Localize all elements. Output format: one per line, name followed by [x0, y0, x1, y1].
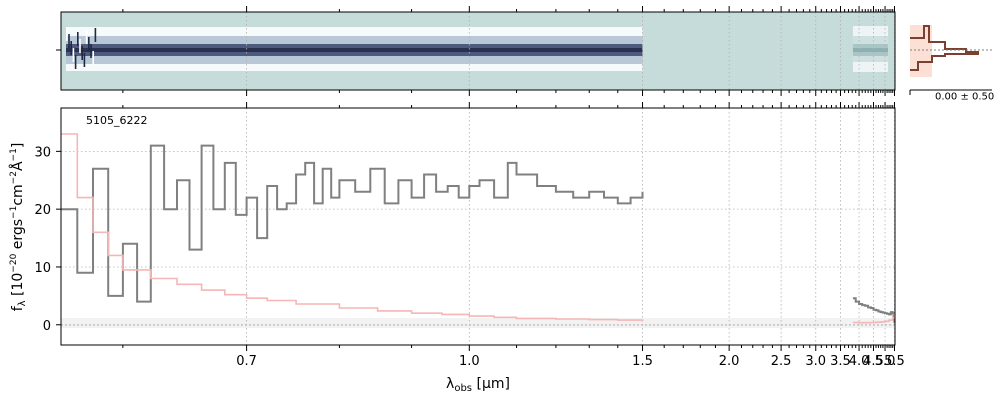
- y-tick-label: 20: [34, 203, 51, 218]
- x-tick-label: 5.5: [884, 354, 905, 369]
- main-frame: [60, 107, 896, 346]
- spectrum-2d-segment-blue: [66, 27, 643, 71]
- trace-center: [852, 48, 888, 52]
- y-tick-label: 30: [34, 145, 51, 160]
- noise-column: [94, 28, 97, 42]
- x-tick-label: 1.5: [632, 354, 653, 369]
- x-tick-label: 0.7: [236, 354, 257, 369]
- spectrum-2d-grid: [246, 12, 895, 90]
- spectrum-2d-panel: [56, 11, 896, 91]
- noise-column: [72, 48, 75, 62]
- noise-column: [79, 39, 81, 53]
- x-tick-label: 2.5: [771, 354, 792, 369]
- x-ticks: 0.7 1.0 1.5 2.0 2.5 3.0 3.54.04.55.05.5: [122, 6, 905, 369]
- flux-series: [852, 297, 896, 323]
- noise-column: [90, 44, 92, 58]
- noise-column: [68, 34, 70, 48]
- profile-panel: 0.00 ± 0.50: [909, 25, 994, 102]
- main-grid: [61, 108, 895, 345]
- trace-center: [66, 48, 643, 52]
- spectrum-2d-segment-teal: [852, 26, 888, 72]
- y-tick-label: 10: [34, 261, 51, 276]
- y-axis-label: fλ [10−20 ergs−1cm−2Å−1]: [9, 143, 28, 312]
- spectrum-2d-frame: [60, 11, 896, 91]
- noise-column: [92, 51, 94, 65]
- profile-curve: [910, 25, 979, 71]
- noise-column: [74, 55, 77, 69]
- noise-column: [66, 27, 68, 41]
- zero-band: [61, 318, 895, 328]
- profile-xtick-label: 0.00 ± 0.50: [935, 91, 994, 102]
- error-series: [61, 133, 644, 321]
- y-tick-label: 0: [43, 319, 51, 334]
- noise-column: [81, 46, 83, 60]
- y-ticks: 0 10 20 30: [34, 145, 61, 334]
- object-id-label: 5105_6222: [86, 114, 148, 127]
- spectrum-1d-panel: 0.7 1.0 1.5 2.0 2.5 3.0 3.54.04.55.05.5 0 10 20 3…: [9, 6, 905, 394]
- flux-series: [61, 144, 644, 303]
- noise-column: [88, 37, 90, 51]
- noise-column: [85, 30, 88, 44]
- x-tick-label: 3.0: [805, 354, 826, 369]
- noise-column: [77, 32, 79, 46]
- x-tick-label: 4.5: [863, 354, 884, 369]
- x-tick-label: 5.0: [875, 354, 896, 369]
- x-tick-label: 4.0: [849, 354, 870, 369]
- noise-column: [70, 41, 72, 55]
- x-tick-label: 1.0: [459, 354, 480, 369]
- spectrum-series: [61, 133, 896, 324]
- error-series: [852, 313, 896, 324]
- x-tick-label: 3.5: [830, 354, 851, 369]
- x-tick-label: 2.0: [719, 354, 740, 369]
- x-axis-label: λobs [μm]: [446, 376, 510, 394]
- noise-column: [83, 53, 86, 67]
